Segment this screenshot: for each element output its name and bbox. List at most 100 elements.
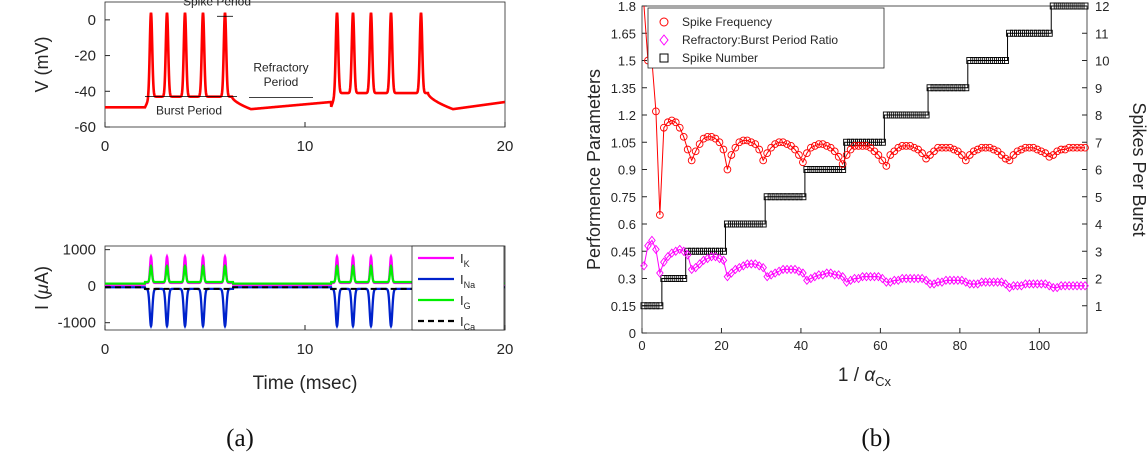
- legend-label-main: I: [460, 314, 464, 329]
- spike-number-marker: [890, 111, 898, 119]
- ratio-marker: [930, 279, 938, 289]
- y-right-tick-label: 10: [1095, 54, 1109, 69]
- frequency-marker: [759, 156, 768, 165]
- frequency-marker: [1025, 143, 1034, 152]
- spike-number-marker: [918, 111, 926, 119]
- frequency-marker: [723, 165, 732, 174]
- y-axis-label: V (mV): [32, 37, 52, 93]
- frequency-marker: [1001, 154, 1010, 163]
- spike-number-marker: [1057, 2, 1065, 10]
- x-axis-label: Time (msec): [253, 373, 358, 394]
- frequency-marker: [854, 142, 863, 150]
- y-right-tick-label: 5: [1095, 190, 1102, 205]
- frequency-marker: [1021, 143, 1030, 152]
- ratio-marker: [759, 262, 767, 273]
- frequency-marker: [906, 142, 915, 150]
- spike-number-marker: [720, 247, 727, 255]
- frequency-marker: [981, 143, 990, 152]
- x-tick-label: 20: [497, 341, 514, 358]
- frequency-marker: [699, 134, 708, 143]
- frequency-marker: [1069, 143, 1077, 152]
- frequency-marker: [898, 142, 907, 150]
- y-left-tick-label: 1.5: [618, 54, 636, 69]
- x-tick-label: 10: [297, 341, 314, 358]
- frequency-marker: [1029, 143, 1038, 152]
- y-tick-label: -1000: [58, 315, 96, 332]
- frequency-marker: [822, 142, 831, 150]
- y-left-tick-label: 0.45: [611, 244, 636, 259]
- performance-plot: 0 0.15 0.3 0.45 0.6 0.75 0.9 1.05 1.2 1.35 1.5 1.65…: [584, 0, 1148, 389]
- frequency-marker: [715, 138, 724, 147]
- spike-number-marker: [1010, 29, 1017, 37]
- y-left-tick-label: 0.15: [611, 299, 636, 314]
- frequency-marker: [1061, 145, 1069, 154]
- spike-number-marker: [1065, 2, 1073, 10]
- y-left-tick-label: 1.05: [611, 135, 636, 150]
- frequency-marker: [775, 138, 783, 147]
- ratio-marker: [648, 235, 656, 246]
- frequency-marker: [830, 147, 839, 156]
- legend-box: [411, 245, 505, 331]
- ratio-marker: [842, 277, 851, 287]
- legend-marker-square: [659, 53, 669, 63]
- plot-frame: [104, 1, 506, 128]
- spike-number-marker: [1033, 29, 1041, 37]
- ratio-marker: [715, 253, 724, 264]
- spike-number-marker: [978, 57, 986, 64]
- spike-number-marker: [1041, 29, 1049, 37]
- spike-number-marker: [870, 138, 878, 146]
- ratio-marker: [958, 275, 966, 286]
- burst-period-label: Burst Period: [156, 104, 222, 118]
- ratio-marker: [679, 246, 688, 256]
- legend-label-sub: K: [464, 259, 470, 269]
- frequency-marker: [882, 162, 891, 170]
- caption-b: (b): [861, 425, 890, 452]
- spike-period-label: Spike Period: [183, 0, 251, 9]
- spike-number-marker: [807, 166, 815, 173]
- spike-number-marker: [986, 57, 994, 64]
- spike-number-marker: [878, 138, 886, 146]
- frequency-marker: [834, 152, 843, 161]
- ratio-marker: [640, 261, 648, 271]
- spike-number-marker: [966, 57, 974, 64]
- ratio-marker: [886, 277, 895, 287]
- y-right-tick-label: 4: [1095, 217, 1102, 232]
- frequency-marker: [807, 143, 815, 152]
- legend-label: ICa: [460, 314, 475, 332]
- ratio-marker: [660, 257, 668, 267]
- spike-number-marker: [894, 111, 902, 119]
- frequency-marker: [727, 151, 736, 159]
- spike-number-marker: [1021, 29, 1029, 37]
- ratio-marker: [799, 268, 807, 278]
- spike-number-marker: [823, 166, 831, 173]
- frequency-marker: [918, 149, 926, 158]
- spike-number-marker: [791, 193, 799, 201]
- frequency-marker: [707, 132, 716, 141]
- ratio-marker: [719, 255, 728, 266]
- x-axis-label-main: 1 /: [838, 365, 864, 386]
- spike-number-marker: [1053, 2, 1061, 10]
- y-left-tick-label: 0.75: [611, 190, 636, 205]
- y-right-tick-label: 2: [1095, 272, 1102, 287]
- ratio-marker: [795, 266, 803, 276]
- spike-number-marker: [962, 84, 970, 92]
- frequency-marker: [1037, 147, 1046, 156]
- legend-label: IG: [460, 293, 471, 311]
- spike-number-marker: [787, 193, 795, 201]
- frequency-marker: [946, 143, 954, 152]
- frequency-marker: [687, 156, 696, 165]
- ratio-marker: [819, 270, 827, 280]
- frequency-marker: [799, 158, 807, 167]
- spike-number-marker: [735, 220, 743, 228]
- legend-label: Spike Number: [682, 51, 758, 65]
- frequency-marker: [850, 142, 859, 150]
- ratio-marker: [1081, 281, 1089, 291]
- frequency-marker: [679, 132, 688, 141]
- spike-number-marker: [974, 57, 982, 64]
- y-right-tick-label: 1: [1095, 299, 1102, 314]
- frequency-marker: [842, 151, 851, 159]
- ratio-marker: [834, 270, 843, 280]
- spike-number-marker: [803, 166, 811, 173]
- caption-a: (a): [226, 425, 254, 452]
